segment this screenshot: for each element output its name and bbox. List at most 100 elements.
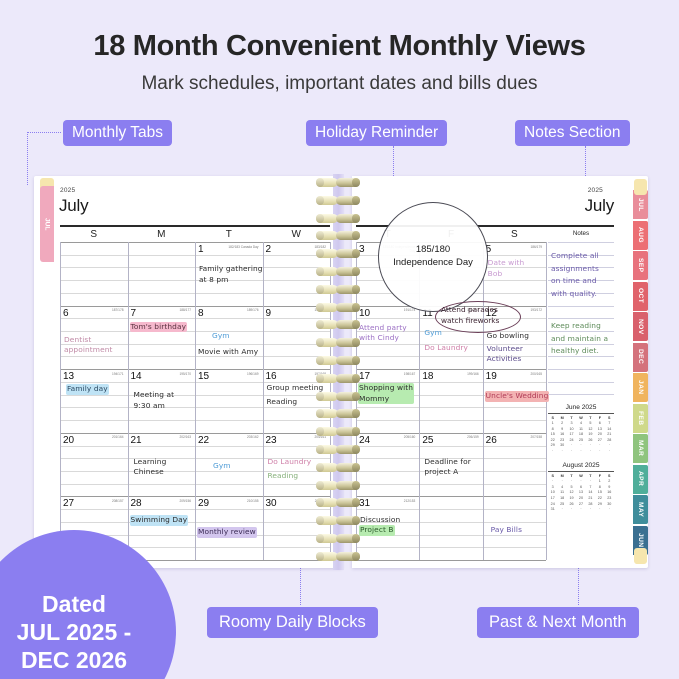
mini-day[interactable]: · [580, 479, 582, 484]
month-tab-apr[interactable]: APR [633, 464, 648, 494]
day-number-30[interactable]: 30 [265, 498, 277, 510]
day-number-24[interactable]: 24 [359, 434, 371, 446]
mini-day[interactable]: 27 [597, 437, 602, 442]
day-number-14[interactable]: 14 [130, 371, 142, 383]
day-number-27[interactable]: 27 [63, 498, 75, 510]
day-number-19[interactable]: 19 [485, 371, 497, 383]
mini-day[interactable]: 8 [598, 484, 601, 489]
mini-day[interactable]: 7 [608, 421, 611, 426]
calendar-entry[interactable]: Family day [66, 384, 109, 395]
calendar-entry[interactable]: Project B [359, 525, 395, 536]
month-tab-jun[interactable]: JUN [633, 525, 648, 555]
mini-day[interactable]: 2 [561, 421, 564, 426]
calendar-entry[interactable]: Reading [266, 397, 298, 407]
mini-day[interactable]: · [580, 507, 582, 512]
month-tab-jul[interactable]: JUL [633, 190, 648, 219]
day-number-21[interactable]: 21 [130, 434, 142, 446]
day-number-29[interactable]: 29 [198, 498, 210, 510]
mini-day[interactable]: 16 [607, 490, 612, 495]
mini-day[interactable]: 4 [561, 484, 564, 489]
calendar-entry[interactable]: Uncle's Wedding [484, 391, 550, 402]
mini-day[interactable]: · [552, 479, 554, 484]
mini-day[interactable]: · [608, 507, 610, 512]
mini-day[interactable]: 12 [588, 426, 593, 431]
mini-day[interactable]: 23 [607, 496, 612, 501]
mini-day[interactable]: 14 [588, 490, 593, 495]
mini-day[interactable]: · [608, 448, 610, 453]
day-number-9[interactable]: 9 [265, 307, 272, 319]
month-tab-mar[interactable]: MAR [633, 434, 648, 463]
mini-day[interactable]: 13 [578, 490, 584, 495]
mini-day[interactable]: 15 [597, 490, 602, 495]
mini-day[interactable]: 10 [550, 490, 555, 495]
mini-day[interactable]: 17 [569, 432, 574, 437]
calendar-entry[interactable]: Discussion [360, 515, 401, 525]
mini-day[interactable]: 26 [569, 501, 574, 506]
mini-day[interactable]: 26 [588, 437, 593, 442]
day-number-17[interactable]: 17 [359, 371, 371, 383]
mini-day[interactable]: 18 [578, 432, 584, 437]
mini-day[interactable]: · [580, 448, 582, 453]
mini-day[interactable]: · [589, 507, 592, 512]
mini-day[interactable]: 8 [551, 426, 554, 431]
day-number-26[interactable]: 26 [485, 434, 497, 446]
mini-day[interactable]: 30 [607, 501, 612, 506]
calendar-entry[interactable]: Gym [424, 327, 442, 337]
calendar-entry[interactable]: Group meeting [266, 383, 324, 393]
mini-day[interactable]: · [589, 479, 592, 484]
day-number-8[interactable]: 8 [198, 307, 204, 319]
mini-day[interactable]: 17 [550, 496, 555, 501]
calendar-entry[interactable]: Meeting at 9:30 am [133, 390, 175, 410]
calendar-entry[interactable]: Tom's birthday [129, 321, 188, 333]
mini-day[interactable]: · [608, 443, 610, 448]
month-tab-nov[interactable]: NOV [633, 312, 648, 341]
mini-day[interactable]: 21 [588, 496, 593, 501]
day-number-3[interactable]: 3 [359, 244, 365, 255]
mini-day[interactable]: 13 [597, 426, 602, 431]
mini-day[interactable]: 24 [550, 501, 555, 506]
calendar-entry[interactable]: Do Laundry [267, 456, 312, 466]
mini-day[interactable]: 6 [579, 484, 582, 489]
mini-day[interactable]: 28 [607, 437, 612, 442]
day-number-23[interactable]: 23 [265, 434, 277, 446]
mini-day[interactable]: 7 [589, 484, 592, 489]
mini-day[interactable]: 15 [550, 432, 555, 437]
day-number-1[interactable]: 1 [198, 244, 204, 255]
day-number-28[interactable]: 28 [130, 498, 142, 510]
day-number-25[interactable]: 25 [422, 434, 434, 446]
calendar-entry[interactable]: Monthly review [197, 527, 257, 538]
mini-day[interactable]: 20 [597, 432, 602, 437]
mini-day[interactable]: 10 [569, 426, 574, 431]
mini-day[interactable]: 11 [579, 426, 583, 431]
calendar-entry[interactable]: Swimming Day [129, 515, 189, 526]
mini-day[interactable]: · [570, 448, 573, 453]
month-tab-feb[interactable]: FEB [633, 403, 648, 433]
calendar-entry[interactable]: Movie with Amy [198, 346, 259, 356]
mini-day[interactable]: 12 [569, 490, 574, 495]
day-number-22[interactable]: 22 [198, 434, 210, 446]
mini-day[interactable]: 9 [608, 484, 611, 489]
calendar-entry[interactable]: Volunteer Activities [486, 343, 524, 364]
calendar-entry[interactable]: Learning Chinese [133, 456, 167, 477]
mini-day[interactable]: · [580, 443, 582, 448]
mini-day[interactable]: 22 [550, 437, 555, 442]
day-number-5[interactable]: 5 [485, 244, 492, 255]
calendar-entry[interactable]: Family gathering at 8 pm [199, 264, 263, 284]
calendar-entry[interactable]: Reading [267, 470, 299, 480]
mini-day[interactable]: 28 [588, 501, 593, 506]
calendar-entry[interactable]: Attend party with Cindy [359, 322, 407, 343]
calendar-entry[interactable]: Gym [213, 460, 231, 470]
day-number-31[interactable]: 31 [359, 498, 371, 510]
notes-column[interactable]: Complete all assignments on time and wit… [548, 242, 614, 402]
mini-day[interactable]: 29 [550, 443, 555, 448]
day-number-15[interactable]: 15 [198, 371, 210, 383]
day-number-7[interactable]: 7 [130, 307, 137, 319]
mini-day[interactable]: 16 [560, 432, 565, 437]
mini-day[interactable]: 20 [578, 496, 584, 501]
mini-day[interactable]: 24 [569, 437, 574, 442]
mini-day[interactable]: 2 [608, 479, 611, 484]
mini-day[interactable]: 1 [598, 479, 601, 484]
left-month-tab[interactable]: JUL [40, 186, 54, 262]
mini-day[interactable]: 3 [551, 484, 554, 489]
calendar-entry[interactable]: Dentist appointment [64, 334, 113, 355]
